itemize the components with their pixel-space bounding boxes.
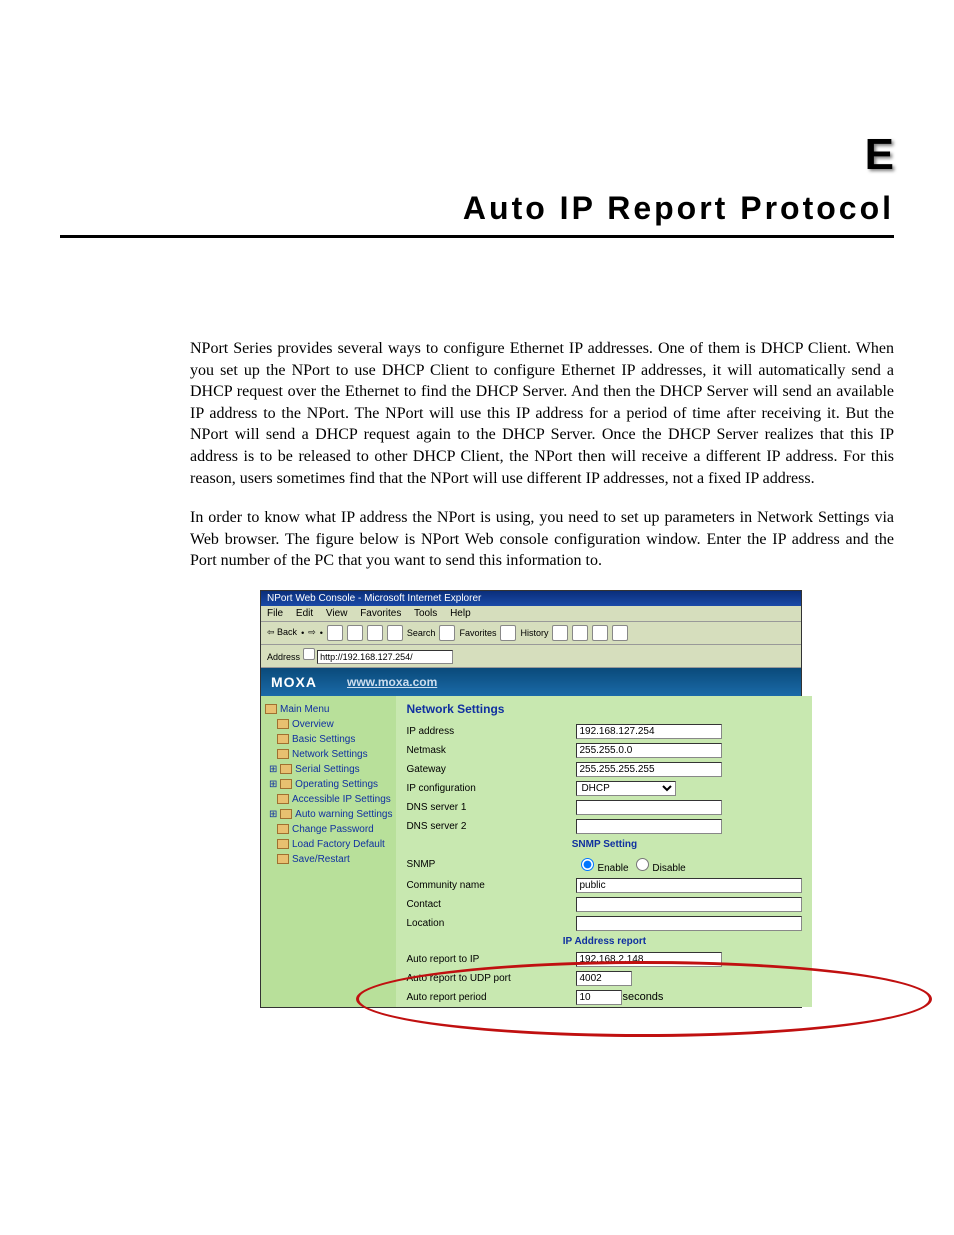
snmp-enable-label: Enable: [597, 863, 628, 874]
sidebar: Main Menu Overview Basic Settings Networ…: [261, 696, 396, 1007]
folder-icon: [277, 839, 289, 849]
sidebar-item-save[interactable]: Save/Restart: [265, 852, 392, 867]
print-icon[interactable]: [572, 625, 588, 641]
folder-icon: [280, 779, 292, 789]
folder-icon: [277, 794, 289, 804]
ie-address-bar[interactable]: Address: [261, 645, 801, 668]
folder-icon: [277, 854, 289, 864]
folder-icon: [277, 749, 289, 759]
favorites-icon[interactable]: [439, 625, 455, 641]
sidebar-item-overview[interactable]: Overview: [265, 717, 392, 732]
paragraph-1: NPort Series provides several ways to co…: [190, 338, 894, 489]
auto-port-label: Auto report to UDP port: [406, 973, 576, 984]
menu-edit[interactable]: Edit: [296, 608, 313, 619]
sidebar-item-basic[interactable]: Basic Settings: [265, 732, 392, 747]
snmp-subtitle: SNMP Setting: [406, 839, 802, 850]
menu-help[interactable]: Help: [450, 608, 471, 619]
gateway-input[interactable]: [576, 762, 722, 777]
location-label: Location: [406, 918, 576, 929]
page-icon: [303, 648, 315, 660]
folder-icon: [280, 764, 292, 774]
back-button[interactable]: ⇦ Back: [267, 627, 297, 638]
auto-period-input[interactable]: [576, 990, 622, 1005]
folder-icon: [277, 734, 289, 744]
menu-tools[interactable]: Tools: [414, 608, 437, 619]
address-label: Address: [267, 652, 300, 662]
history-label[interactable]: History: [520, 628, 548, 638]
auto-period-label: Auto report period: [406, 992, 576, 1003]
community-label: Community name: [406, 880, 576, 891]
page-title: Auto IP Report Protocol: [60, 190, 894, 238]
sidebar-item-network[interactable]: Network Settings: [265, 747, 392, 762]
sidebar-item-autowarn[interactable]: ⊞ Auto warning Settings: [265, 807, 392, 822]
snmp-label: SNMP: [406, 859, 576, 870]
search-label[interactable]: Search: [407, 628, 436, 638]
netmask-input[interactable]: [576, 743, 722, 758]
favorites-label[interactable]: Favorites: [459, 628, 496, 638]
ie-menubar[interactable]: File Edit View Favorites Tools Help: [261, 606, 801, 622]
ipconfig-select[interactable]: DHCP: [576, 781, 676, 796]
community-input[interactable]: [576, 878, 802, 893]
dns2-input[interactable]: [576, 819, 722, 834]
sidebar-item-password[interactable]: Change Password: [265, 822, 392, 837]
auto-period-unit: seconds: [622, 991, 663, 1003]
edit-icon[interactable]: [592, 625, 608, 641]
address-input[interactable]: [317, 650, 453, 664]
paragraph-2: In order to know what IP address the NPo…: [190, 507, 894, 572]
ipreport-subtitle: IP Address report: [406, 936, 802, 947]
stop-icon[interactable]: [327, 625, 343, 641]
ie-toolbar[interactable]: ⇦ Back •⇨• Search Favorites History: [261, 622, 801, 645]
ie-titlebar: NPort Web Console - Microsoft Internet E…: [261, 591, 801, 606]
moxa-header: MOXA www.moxa.com: [261, 668, 801, 696]
appendix-letter: E: [60, 130, 894, 180]
dns1-input[interactable]: [576, 800, 722, 815]
sidebar-item-operating[interactable]: ⊞ Operating Settings: [265, 777, 392, 792]
netmask-label: Netmask: [406, 745, 576, 756]
gateway-label: Gateway: [406, 764, 576, 775]
folder-icon: [265, 704, 277, 714]
sidebar-item-factory[interactable]: Load Factory Default: [265, 837, 392, 852]
sidebar-item-serial[interactable]: ⊞ Serial Settings: [265, 762, 392, 777]
section-title: Network Settings: [406, 702, 802, 716]
menu-favorites[interactable]: Favorites: [360, 608, 401, 619]
sidebar-item-accessible[interactable]: Accessible IP Settings: [265, 792, 392, 807]
dns1-label: DNS server 1: [406, 802, 576, 813]
ip-label: IP address: [406, 726, 576, 737]
mail-icon[interactable]: [552, 625, 568, 641]
snmp-disable-label: Disable: [652, 863, 685, 874]
refresh-icon[interactable]: [347, 625, 363, 641]
auto-ip-input[interactable]: [576, 952, 722, 967]
discuss-icon[interactable]: [612, 625, 628, 641]
ie-screenshot: NPort Web Console - Microsoft Internet E…: [260, 590, 802, 1008]
main-panel: Network Settings IP address Netmask Gate…: [396, 696, 812, 1007]
history-icon[interactable]: [500, 625, 516, 641]
contact-label: Contact: [406, 899, 576, 910]
contact-input[interactable]: [576, 897, 802, 912]
menu-file[interactable]: File: [267, 608, 283, 619]
home-icon[interactable]: [367, 625, 383, 641]
folder-icon: [277, 719, 289, 729]
sidebar-root[interactable]: Main Menu: [265, 702, 392, 717]
snmp-enable-radio[interactable]: [581, 858, 594, 871]
auto-port-input[interactable]: [576, 971, 632, 986]
search-icon[interactable]: [387, 625, 403, 641]
dns2-label: DNS server 2: [406, 821, 576, 832]
moxa-url[interactable]: www.moxa.com: [347, 675, 437, 689]
menu-view[interactable]: View: [326, 608, 348, 619]
folder-icon: [277, 824, 289, 834]
snmp-disable-radio[interactable]: [636, 858, 649, 871]
folder-icon: [280, 809, 292, 819]
ipconfig-label: IP configuration: [406, 783, 576, 794]
location-input[interactable]: [576, 916, 802, 931]
ip-input[interactable]: [576, 724, 722, 739]
moxa-logo: MOXA: [271, 674, 317, 690]
auto-ip-label: Auto report to IP: [406, 954, 576, 965]
